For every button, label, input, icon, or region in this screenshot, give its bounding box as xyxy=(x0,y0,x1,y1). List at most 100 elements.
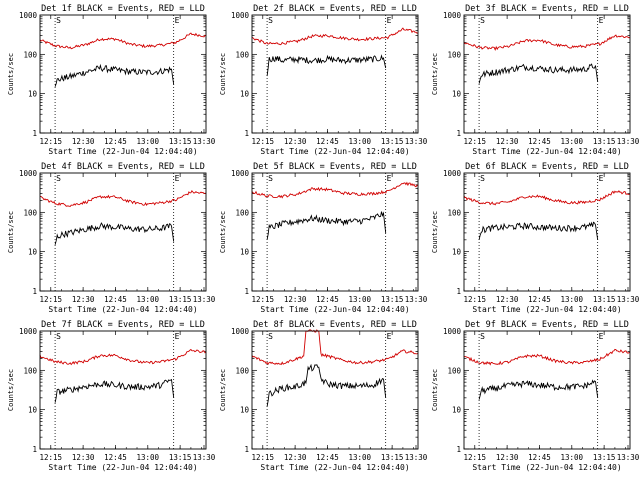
x-axis-label: Start Time (22-Jun-04 12:04:40) xyxy=(48,463,197,472)
plot-frame xyxy=(251,330,419,450)
panel-title: Det 2f BLACK = Events, RED = LLD xyxy=(253,4,417,14)
x-axis-label: Start Time (22-Jun-04 12:04:40) xyxy=(48,147,197,156)
panel-2: Det 2f BLACK = Events, RED = LLD Counts/s… xyxy=(219,4,428,156)
panel-title: Det 5f BLACK = Events, RED = LLD xyxy=(253,162,417,172)
y-tick-label: 1000 xyxy=(231,169,250,178)
panel-6: Det 6f BLACK = Events, RED = LLD Counts/s… xyxy=(431,162,640,314)
series-events xyxy=(54,222,175,245)
x-tick-label: 13:15 xyxy=(381,453,404,462)
x-tick-label: 13:15 xyxy=(593,137,616,146)
y-axis-label: Counts/sec xyxy=(431,369,439,411)
y-tick-label: 10 xyxy=(240,248,250,257)
x-axis-label: Start Time (22-Jun-04 12:04:40) xyxy=(472,305,621,314)
x-tick-label: 12:45 xyxy=(316,295,339,304)
x-axis-label: Start Time (22-Jun-04 12:04:40) xyxy=(472,147,621,156)
series-lld xyxy=(463,34,631,52)
series-events xyxy=(54,378,175,403)
x-tick-label: 13:30 xyxy=(405,453,428,462)
x-tick-label: 12:45 xyxy=(104,295,127,304)
y-tick-label: 100 xyxy=(23,366,37,375)
marker-label-e: E xyxy=(175,16,180,25)
y-axis-label: Counts/sec xyxy=(219,369,227,411)
x-tick-label: 13:00 xyxy=(137,453,160,462)
panel-4: Det 4f BLACK = Events, RED = LLD Counts/s… xyxy=(7,162,216,314)
series-lld xyxy=(463,348,631,366)
series-events xyxy=(266,54,387,77)
y-axis-label: Counts/sec xyxy=(431,53,439,95)
plot-frame xyxy=(39,330,207,450)
y-tick-label: 100 xyxy=(23,208,37,217)
x-tick-label: 12:45 xyxy=(316,137,339,146)
x-tick-label: 12:45 xyxy=(528,295,551,304)
y-axis-label: Counts/sec xyxy=(7,53,15,95)
x-tick-label: 13:30 xyxy=(193,137,216,146)
panel-title: Det 8f BLACK = Events, RED = LLD xyxy=(253,320,417,330)
y-tick-label: 10 xyxy=(28,90,38,99)
panel-title: Det 7f BLACK = Events, RED = LLD xyxy=(41,320,205,330)
marker-label-e: E xyxy=(599,174,604,183)
x-tick-label: 12:30 xyxy=(72,453,95,462)
x-axis-label: Start Time (22-Jun-04 12:04:40) xyxy=(260,147,409,156)
x-tick-label: 12:15 xyxy=(39,295,62,304)
x-tick-label: 13:00 xyxy=(561,295,584,304)
x-tick-label: 12:15 xyxy=(463,453,486,462)
x-tick-label: 13:30 xyxy=(193,295,216,304)
y-tick-label: 1 xyxy=(456,445,461,454)
y-tick-label: 1000 xyxy=(443,11,462,20)
x-tick-label: 13:15 xyxy=(169,137,192,146)
series-events xyxy=(54,63,175,87)
y-tick-label: 10 xyxy=(240,90,250,99)
x-tick-label: 13:15 xyxy=(593,453,616,462)
x-axis-label: Start Time (22-Jun-04 12:04:40) xyxy=(260,305,409,314)
series-lld xyxy=(39,189,207,208)
marker-label-e: E xyxy=(387,174,392,183)
series-events xyxy=(478,63,599,84)
marker-label-e: E xyxy=(387,332,392,341)
plot-frame xyxy=(39,14,207,134)
x-tick-label: 12:15 xyxy=(251,137,274,146)
plot-frame xyxy=(251,172,419,292)
y-tick-label: 1000 xyxy=(443,169,462,178)
x-tick-label: 13:00 xyxy=(561,453,584,462)
x-tick-label: 13:30 xyxy=(405,137,428,146)
y-axis-label: Counts/sec xyxy=(219,53,227,95)
x-tick-label: 12:45 xyxy=(104,137,127,146)
y-tick-label: 100 xyxy=(23,50,37,59)
marker-label-s: S xyxy=(56,332,61,341)
series-lld xyxy=(251,181,419,199)
x-tick-label: 12:45 xyxy=(316,453,339,462)
x-tick-label: 13:00 xyxy=(561,137,584,146)
x-tick-label: 13:30 xyxy=(617,295,640,304)
series-lld xyxy=(463,190,631,206)
series-events xyxy=(478,379,599,400)
marker-label-s: S xyxy=(480,332,485,341)
y-tick-label: 10 xyxy=(240,406,250,415)
x-tick-label: 13:15 xyxy=(381,137,404,146)
panel-8: Det 8f BLACK = Events, RED = LLD Counts/s… xyxy=(219,320,428,472)
x-tick-label: 12:30 xyxy=(496,453,519,462)
x-tick-label: 13:15 xyxy=(169,295,192,304)
x-tick-label: 12:45 xyxy=(528,137,551,146)
y-tick-label: 1000 xyxy=(19,169,38,178)
x-tick-label: 13:00 xyxy=(349,295,372,304)
x-tick-label: 13:30 xyxy=(405,295,428,304)
panel-title: Det 9f BLACK = Events, RED = LLD xyxy=(465,320,629,330)
y-tick-label: 1 xyxy=(32,287,37,296)
y-tick-label: 1000 xyxy=(19,327,38,336)
x-axis-label: Start Time (22-Jun-04 12:04:40) xyxy=(472,463,621,472)
marker-label-s: S xyxy=(480,16,485,25)
marker-label-s: S xyxy=(480,174,485,183)
x-tick-label: 12:15 xyxy=(39,137,62,146)
x-tick-label: 13:00 xyxy=(137,295,160,304)
panel-9: Det 9f BLACK = Events, RED = LLD Counts/s… xyxy=(431,320,640,472)
marker-label-e: E xyxy=(387,16,392,25)
y-tick-label: 1 xyxy=(244,129,249,138)
y-tick-label: 10 xyxy=(452,406,462,415)
x-tick-label: 13:15 xyxy=(593,295,616,304)
y-tick-label: 100 xyxy=(235,208,249,217)
x-tick-label: 12:30 xyxy=(284,295,307,304)
y-tick-label: 10 xyxy=(28,248,38,257)
x-tick-label: 12:30 xyxy=(284,453,307,462)
y-tick-label: 100 xyxy=(235,366,249,375)
